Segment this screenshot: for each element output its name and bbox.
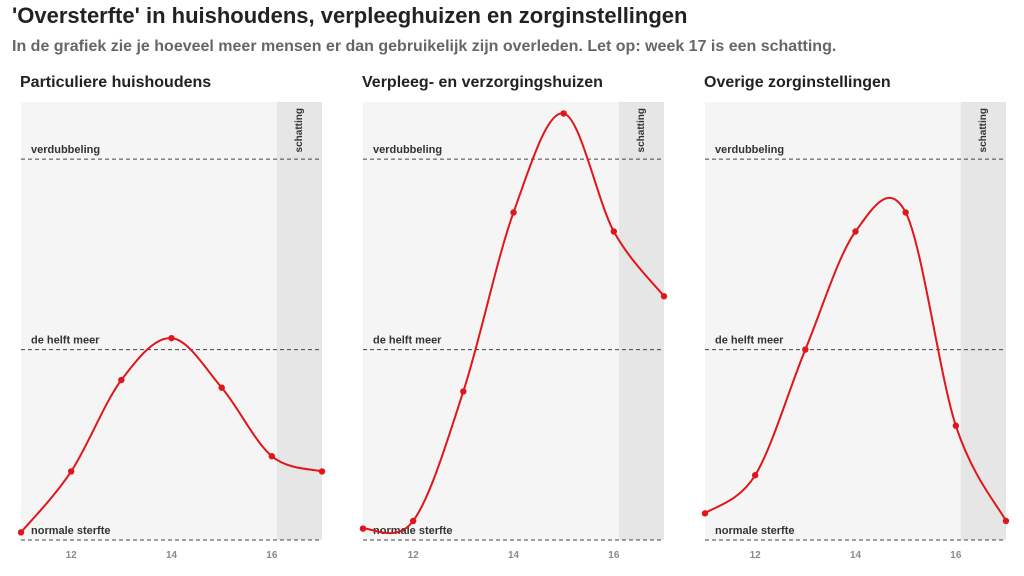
panel-title: Particuliere huishoudens	[20, 74, 212, 91]
estimate-label: schatting	[294, 108, 305, 152]
panel-overige-zorginstellingen: Overige zorginstellingen schatting normal…	[696, 72, 1016, 572]
x-tick-label: 12	[408, 550, 420, 561]
estimate-band	[618, 102, 664, 540]
x-tick-label: 16	[608, 550, 620, 561]
reference-label: normale sterfte	[31, 525, 110, 537]
line-chart-huishoudens: schatting normale sterfte de helft meer ver…	[17, 102, 326, 561]
data-point	[460, 388, 467, 395]
x-tick-label: 16	[950, 550, 962, 561]
reference-label: de helft meer	[715, 335, 784, 347]
reference-label: verdubbeling	[715, 144, 784, 156]
data-point	[268, 453, 276, 460]
data-point	[1002, 517, 1010, 525]
data-point	[852, 228, 859, 235]
x-tick-label: 12	[66, 550, 78, 561]
data-point	[318, 468, 326, 475]
data-point	[701, 510, 709, 517]
chart-subtitle: In de grafiek zie je hoeveel meer mensen…	[12, 38, 837, 55]
reference-label: de helft meer	[31, 335, 100, 347]
reference-label: normale sterfte	[373, 525, 452, 537]
x-tick-label: 14	[850, 550, 862, 561]
estimate-band	[960, 102, 1006, 540]
estimate-label: schatting	[636, 108, 647, 152]
data-point	[17, 529, 25, 536]
data-point	[610, 228, 618, 235]
line-chart-overige-zorginstellingen: schatting normale sterfte de helft meer ver…	[701, 102, 1010, 561]
data-point	[67, 468, 75, 475]
data-point	[168, 334, 175, 342]
data-point	[409, 517, 417, 525]
panel-title: Overige zorginstellingen	[704, 74, 891, 91]
estimate-label: schatting	[978, 108, 989, 152]
data-point	[952, 422, 960, 429]
panel-verpleeghuizen: Verpleeg- en verzorgingshuizen schatting…	[354, 72, 674, 572]
plot-background	[705, 102, 1006, 540]
reference-label: verdubbeling	[31, 144, 100, 156]
data-point	[510, 209, 517, 216]
data-point	[802, 346, 809, 353]
estimate-band	[276, 102, 322, 540]
data-point	[560, 110, 567, 117]
data-point	[902, 209, 909, 216]
panel-particuliere-huishoudens: Particuliere huishoudens schatting normal…	[12, 72, 332, 572]
x-tick-label: 16	[266, 550, 278, 561]
panel-title: Verpleeg- en verzorgingshuizen	[362, 74, 603, 91]
line-chart-verpleeghuizen: schatting normale sterfte de helft meer ver…	[359, 102, 668, 561]
data-point	[660, 293, 668, 300]
x-tick-label: 14	[508, 550, 520, 561]
data-point	[218, 384, 225, 391]
x-tick-label: 12	[750, 550, 762, 561]
plot-background	[363, 102, 664, 540]
reference-label: normale sterfte	[715, 525, 794, 537]
data-point	[751, 472, 759, 479]
plot-background	[21, 102, 322, 540]
data-point	[118, 376, 125, 384]
x-tick-label: 14	[166, 550, 178, 561]
data-point	[359, 525, 367, 532]
reference-label: verdubbeling	[373, 144, 442, 156]
chart-title: 'Oversterfte' in huishoudens, verpleeghu…	[12, 3, 688, 28]
reference-label: de helft meer	[373, 335, 442, 347]
